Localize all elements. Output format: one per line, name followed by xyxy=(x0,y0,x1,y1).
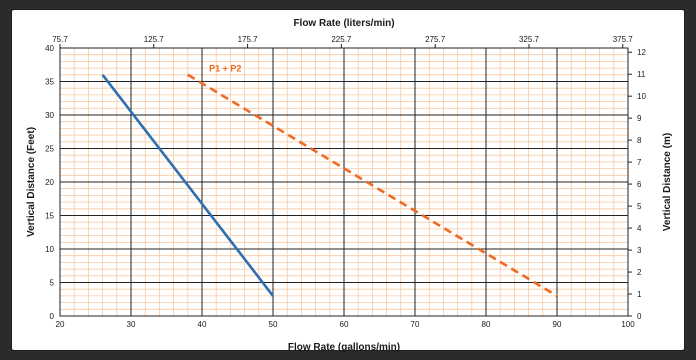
x-tick-label: 100 xyxy=(621,320,635,329)
x2-tick-label: 325.7 xyxy=(519,35,540,44)
x-axis-ticks: 20 30 40 50 60 70 80 90 100 xyxy=(56,320,636,329)
x2-axis-ticks: 75.7 125.7 175.7 225.7 275.7 325.7 375.7 xyxy=(52,35,633,48)
y-axis-ticks: 0 5 10 15 20 25 30 35 40 xyxy=(45,44,54,321)
series-annotation-label: P1 + P2 xyxy=(209,63,241,73)
y2-tick-label: 12 xyxy=(637,48,646,57)
plot-frame xyxy=(59,47,629,317)
x2-tick-label: 175.7 xyxy=(238,35,259,44)
x2-tick-label: 275.7 xyxy=(425,35,446,44)
y2-tick-label: 11 xyxy=(637,70,646,79)
y-tick-label: 5 xyxy=(50,279,55,288)
y2-tick-label: 7 xyxy=(637,158,642,167)
y2-tick-label: 8 xyxy=(637,136,642,145)
y2-tick-label: 4 xyxy=(637,224,642,233)
y-tick-label: 10 xyxy=(45,245,54,254)
x-tick-label: 20 xyxy=(56,320,65,329)
annotation-layer: P1 + P2 xyxy=(209,63,241,73)
x2-tick-label: 225.7 xyxy=(331,35,352,44)
x-tick-label: 90 xyxy=(553,320,562,329)
x-tick-label: 30 xyxy=(127,320,136,329)
y-tick-label: 35 xyxy=(45,78,54,87)
y-tick-label: 40 xyxy=(45,44,54,53)
series-line-2 xyxy=(187,73,558,298)
y2-tick-label: 3 xyxy=(637,246,642,255)
y2-tick-label: 10 xyxy=(637,92,646,101)
y-tick-label: 20 xyxy=(45,178,54,187)
x-tick-label: 70 xyxy=(411,320,420,329)
major-grid xyxy=(60,48,628,316)
y2-tick-label: 1 xyxy=(637,290,642,299)
x2-tick-label: 375.7 xyxy=(613,35,634,44)
y-tick-label: 15 xyxy=(45,212,54,221)
y-tick-label: 0 xyxy=(50,312,55,321)
series-line-1 xyxy=(101,74,275,297)
x2-tick-label: 75.7 xyxy=(52,35,68,44)
series-layer xyxy=(101,73,558,298)
x-tick-label: 50 xyxy=(269,320,278,329)
y-tick-label: 30 xyxy=(45,111,54,120)
y2-tick-label: 0 xyxy=(637,312,642,321)
x-tick-label: 60 xyxy=(340,320,349,329)
y2-tick-label: 9 xyxy=(637,114,642,123)
y2-axis-title: Vertical Distance (m) xyxy=(662,133,673,231)
x-tick-label: 80 xyxy=(482,320,491,329)
x2-axis-title: Flow Rate (liters/min) xyxy=(293,18,394,29)
y-tick-label: 25 xyxy=(45,145,54,154)
y2-tick-label: 2 xyxy=(637,268,642,277)
x2-tick-label: 125.7 xyxy=(144,35,165,44)
y2-tick-label: 5 xyxy=(637,202,642,211)
y-axis-title: Vertical Distance (Feet) xyxy=(26,127,37,237)
x-axis-title: Flow Rate (gallons/min) xyxy=(288,342,400,353)
y2-tick-label: 6 xyxy=(637,180,642,189)
x-tick-label: 40 xyxy=(198,320,207,329)
chart-card xyxy=(12,10,684,350)
